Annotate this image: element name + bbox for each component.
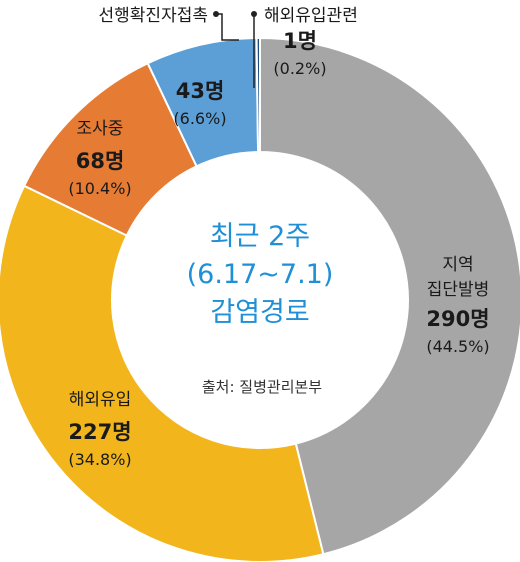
- slice-overseas-related: [255, 36, 261, 154]
- label-prior-contact: 43명 (6.6%): [173, 79, 226, 128]
- slice-percent: (44.5%): [426, 337, 489, 356]
- slice-name-overseas-related: 해외유입관련: [264, 6, 358, 26]
- slice-name: 집단발병: [427, 280, 490, 300]
- slice-percent: (0.2%): [273, 59, 326, 78]
- leader-dot-overseas-related: [251, 11, 257, 17]
- slice-percent: (10.4%): [68, 179, 131, 198]
- slice-name: 조사중: [77, 119, 124, 139]
- slice-count: 68명: [76, 149, 125, 173]
- label-overseas-inflow: 해외유입 227명 (34.8%): [68, 390, 131, 469]
- center-title-line-1: 최근 2주: [210, 221, 310, 252]
- slice-percent: (34.8%): [68, 450, 131, 469]
- donut-slices: [0, 36, 520, 562]
- slice-name-prior-contact: 선행확진자접촉: [99, 6, 208, 26]
- center-title-line-3: 감염경로: [210, 297, 309, 328]
- center-label: 최근 2주 (6.17~7.1) 감염경로 출처: 질병관리본부: [187, 221, 334, 396]
- leader-line-prior-contact: [216, 13, 239, 41]
- leader-lines: [213, 11, 257, 88]
- slice-name: 지역: [442, 255, 473, 275]
- slice-count: 227명: [68, 420, 131, 444]
- leader-dot-prior-contact: [213, 11, 219, 17]
- slice-overseas-inflow: [0, 184, 325, 562]
- label-overseas-related: 1명 (0.2%): [273, 29, 326, 78]
- source-note: 출처: 질병관리본부: [202, 378, 322, 396]
- slice-local-cluster: [259, 36, 520, 556]
- slice-percent: (6.6%): [173, 109, 226, 128]
- slice-count: 290명: [426, 307, 489, 331]
- label-under-investigation: 조사중 68명 (10.4%): [68, 119, 131, 198]
- slice-count: 43명: [176, 79, 225, 103]
- slice-name: 해외유입: [69, 390, 132, 410]
- center-title-line-2: (6.17~7.1): [187, 259, 334, 290]
- slice-count: 1명: [283, 29, 317, 53]
